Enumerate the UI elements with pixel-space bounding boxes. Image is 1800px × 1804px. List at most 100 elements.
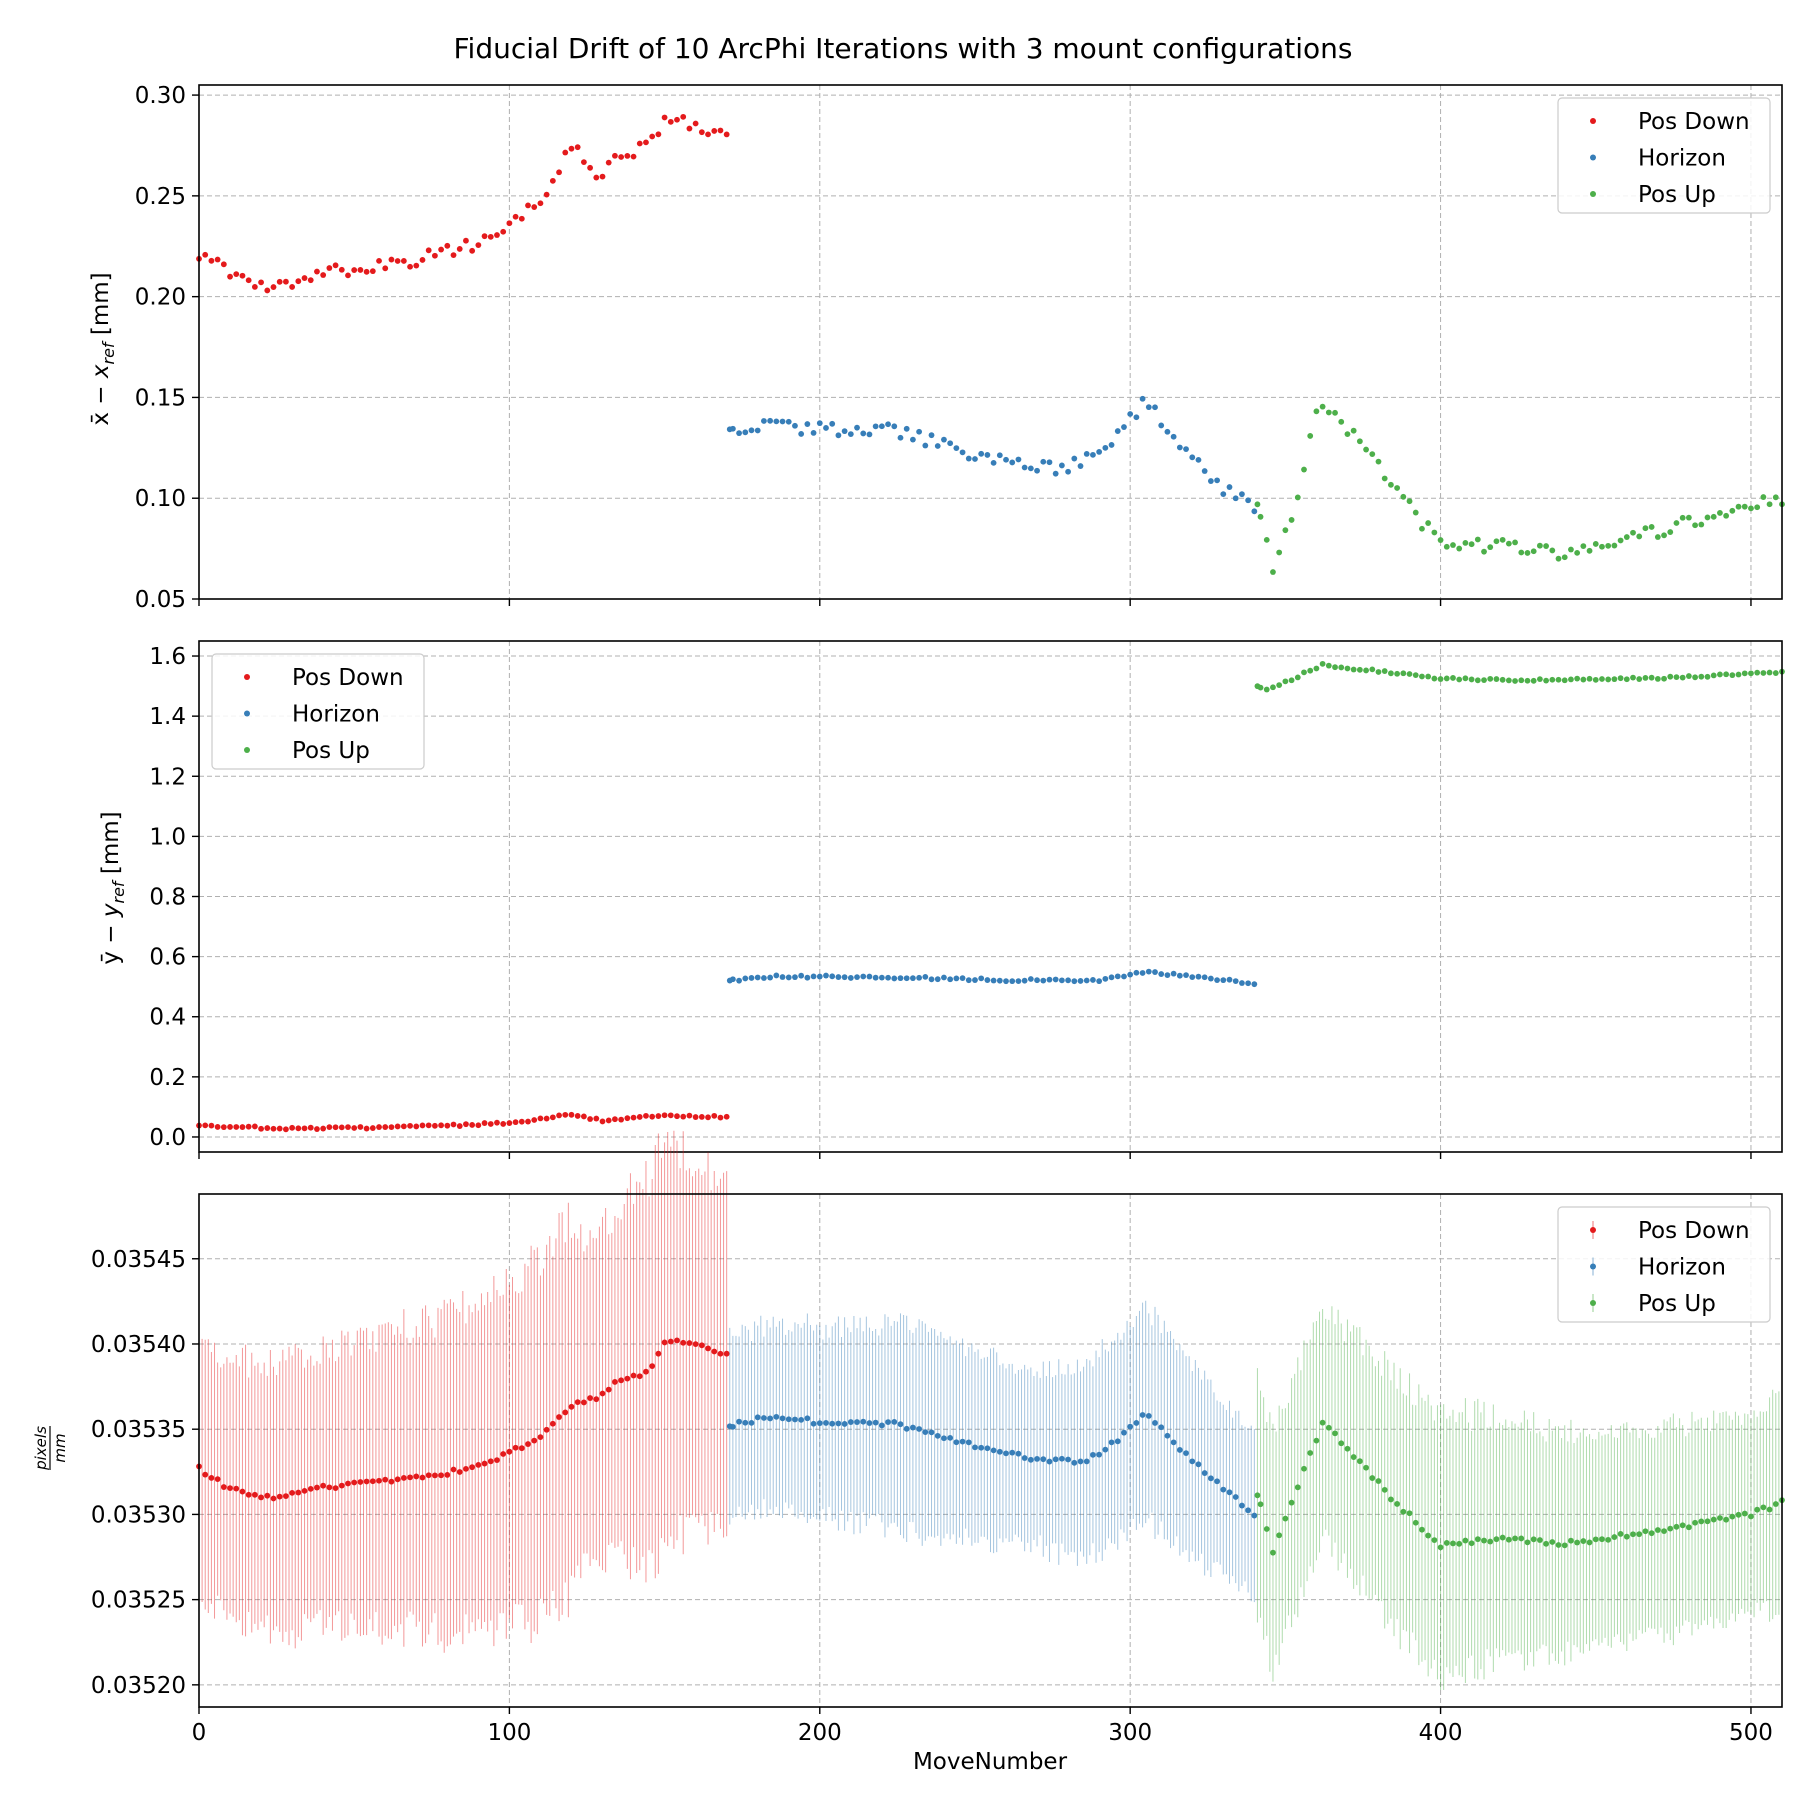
data-point [1555,676,1562,683]
data-point [1717,1515,1723,1521]
data-point [1313,408,1320,415]
legend-label-pos-up: Pos Up [1638,182,1716,208]
data-point [1710,672,1717,679]
y-tick-label: 0.03525 [91,1588,186,1614]
data-point [251,283,258,290]
data-point [264,1125,271,1131]
data-point [1133,969,1140,976]
data-point [878,423,885,430]
data-point [1431,675,1438,682]
data-point [264,1492,271,1499]
data-point [1338,1440,1345,1447]
data-point [543,191,550,198]
y-tick-label: 1.4 [149,704,186,730]
data-point [1263,1526,1270,1532]
data-point [518,1445,525,1452]
data-point [525,1441,531,1447]
x-tick-label: 300 [1108,1720,1152,1746]
data-point [984,977,991,983]
data-point [1114,973,1121,980]
data-point [947,1434,954,1441]
data-point [394,258,401,264]
data-point [1586,675,1593,682]
data-point [978,1444,985,1451]
data-point [314,1484,320,1491]
data-point [1549,547,1556,554]
data-point [1568,676,1574,683]
data-point [1536,542,1543,549]
data-point [444,242,451,249]
data-point [1505,540,1512,547]
legend-marker-pos-down [244,674,250,680]
data-point [941,1435,947,1442]
data-point [220,261,227,268]
data-point [1325,1424,1332,1431]
data-point [655,1350,662,1357]
data-point [897,1421,904,1428]
data-point [1034,1456,1040,1462]
data-point [227,273,233,280]
data-point [1301,669,1307,676]
data-point [630,1372,637,1379]
data-point [1139,970,1146,976]
data-point [1077,978,1084,984]
data-point [785,418,792,425]
y-tick-label: 0.30 [135,83,186,109]
data-point [742,1419,749,1426]
data-point [208,1122,215,1129]
data-point [1332,409,1338,416]
data-point [1574,675,1581,682]
data-point [990,977,997,984]
data-point [835,432,842,439]
data-point [922,973,929,980]
data-point [568,1111,575,1118]
data-point [1114,428,1121,434]
data-point [549,1420,556,1427]
data-point [860,430,867,437]
data-point [674,1113,680,1120]
data-point [1518,677,1525,684]
data-point [438,246,445,253]
data-point [1381,1486,1388,1493]
data-point [798,972,805,979]
data-point [1058,977,1065,984]
data-point [1592,541,1599,547]
data-point [1704,1518,1711,1525]
data-point [1083,977,1090,984]
data-point [1456,545,1463,552]
data-point [1251,981,1258,988]
data-point [810,430,817,436]
data-point [1108,1439,1115,1446]
data-point [1474,1536,1481,1543]
data-point [1090,977,1096,983]
data-point [1270,684,1276,691]
data-point [643,1112,649,1119]
data-point [431,1472,438,1479]
data-point [1251,1512,1258,1519]
data-point [754,427,761,434]
data-point [1015,978,1022,985]
data-point [444,1471,451,1478]
y-tick-label: 0.6 [149,945,186,971]
data-point [208,1475,215,1481]
data-point [1661,1528,1667,1535]
data-point [1145,1412,1152,1419]
data-point [624,1115,631,1122]
data-point [351,267,358,273]
data-point [1419,1526,1425,1533]
data-point [233,1124,240,1130]
data-point [1183,1450,1189,1457]
data-point [332,1485,339,1492]
x-tick-label: 400 [1419,1720,1463,1746]
data-point [1561,677,1568,684]
data-point [338,1482,345,1489]
data-point [792,974,798,981]
data-point [1313,665,1320,672]
data-point [1356,1458,1363,1465]
data-point [450,252,457,259]
data-point [1015,456,1022,463]
data-point [1307,1450,1314,1456]
data-point [1381,475,1388,482]
data-point [320,1482,327,1489]
data-point [369,268,376,275]
